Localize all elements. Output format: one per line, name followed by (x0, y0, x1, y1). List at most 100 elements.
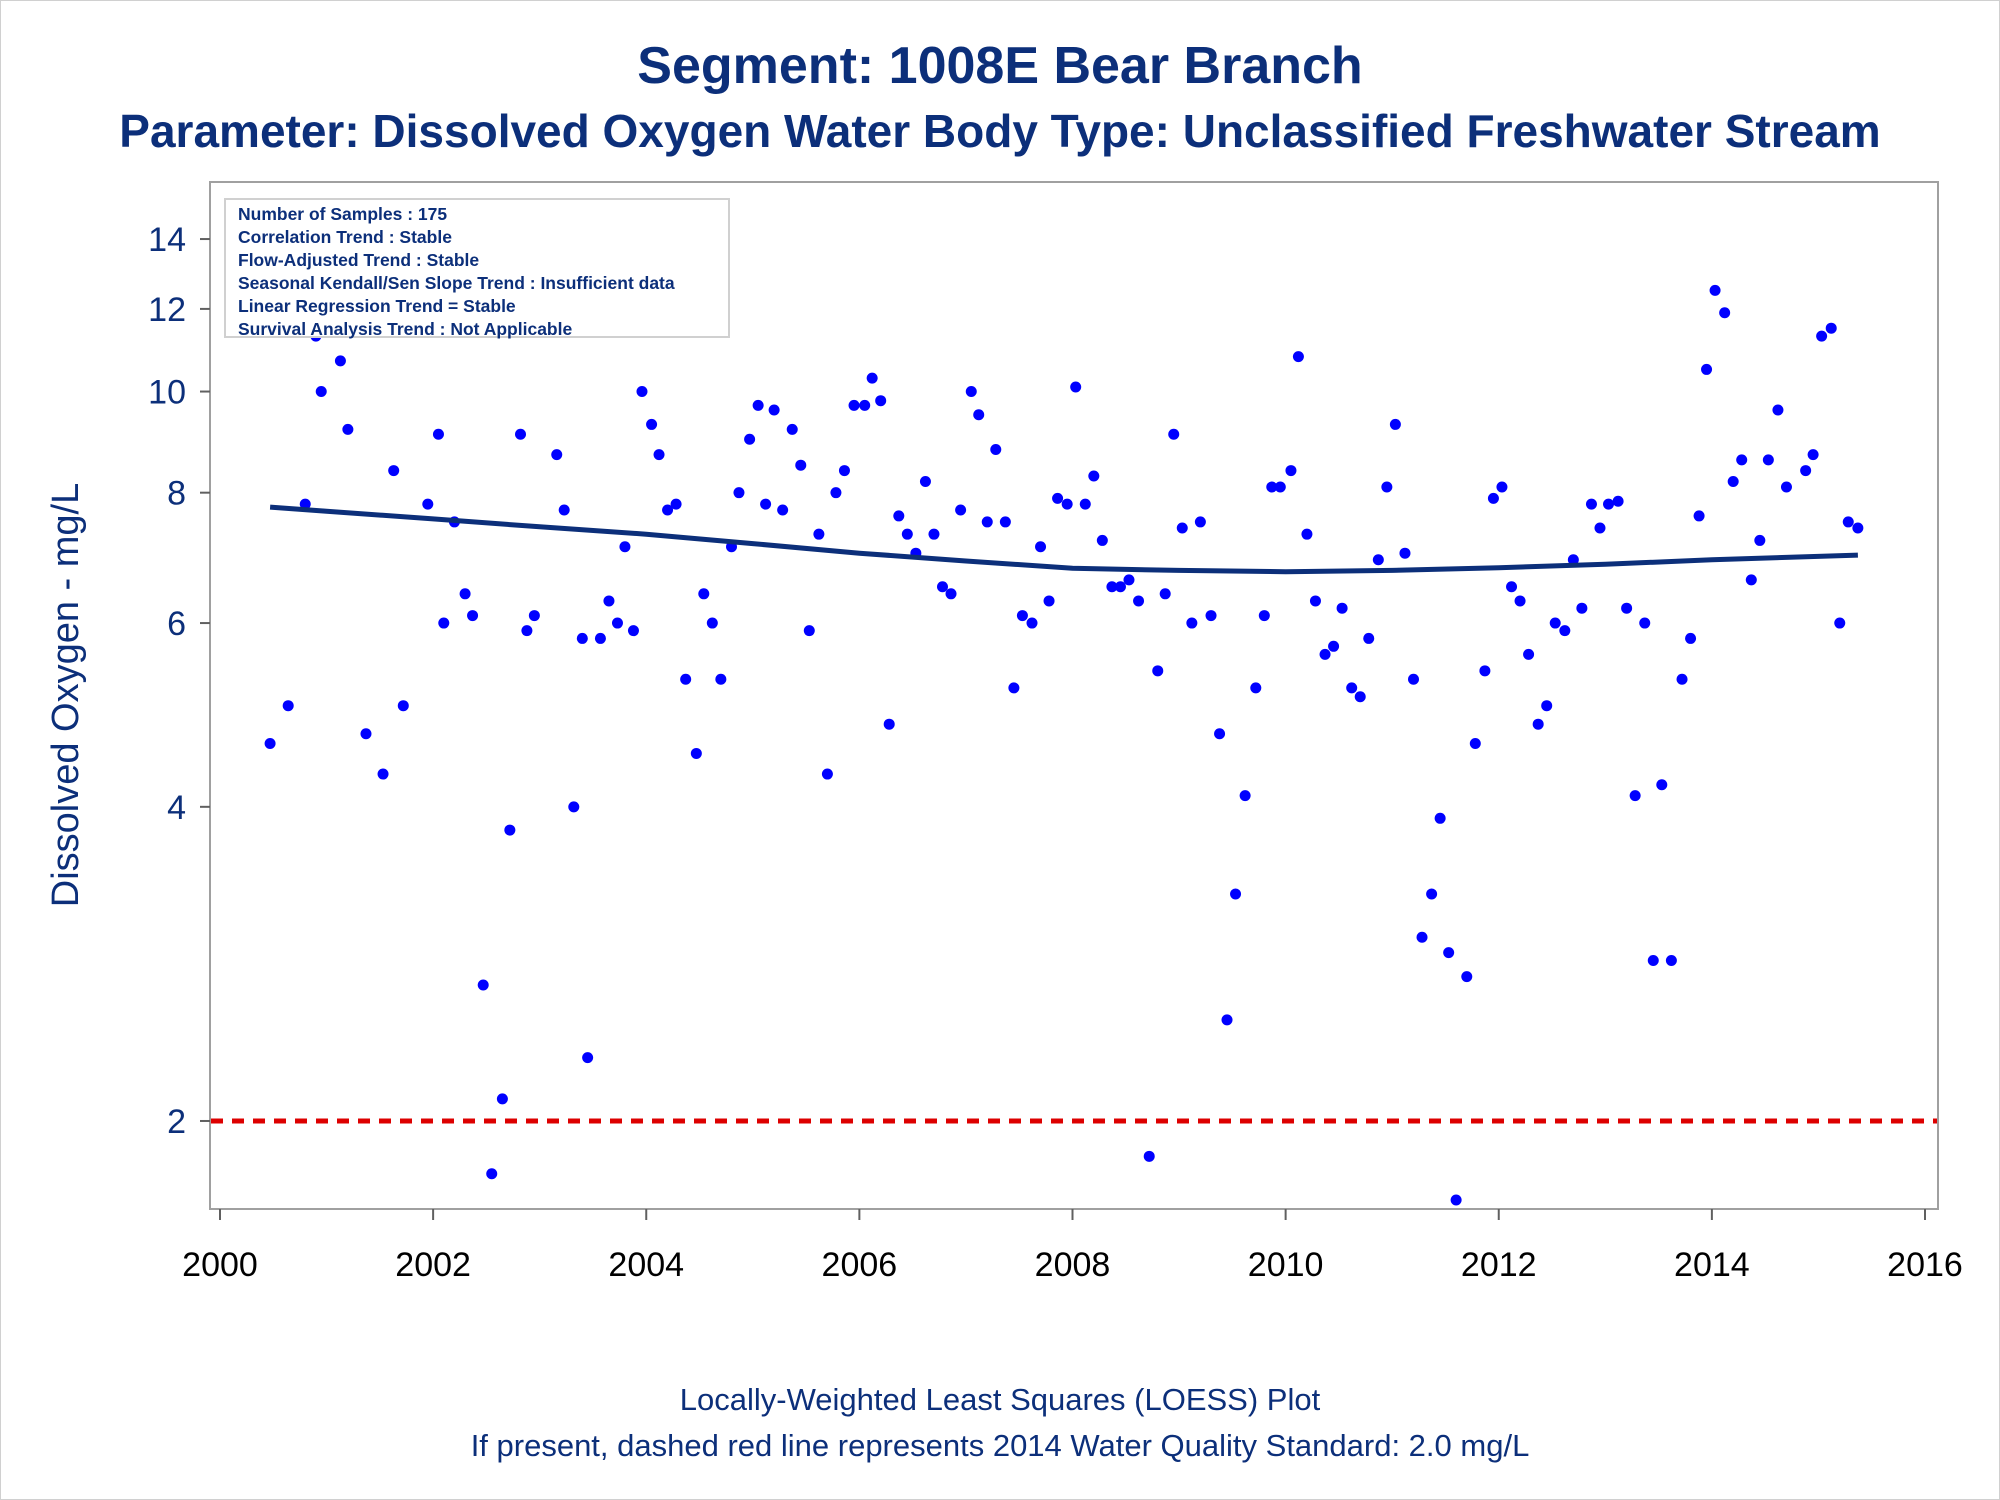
data-point (698, 588, 710, 600)
data-point (1258, 610, 1270, 622)
inset-line-linear-regression: Linear Regression Trend = Stable (238, 296, 516, 316)
data-point (1549, 617, 1561, 629)
data-point (521, 625, 533, 637)
data-point (1389, 418, 1401, 430)
y-tick-label: 2 (167, 1103, 186, 1141)
y-axis-label: Dissolved Oxygen - mg/L (45, 483, 87, 908)
data-point (1230, 888, 1242, 900)
y-tick-label: 14 (148, 221, 186, 259)
trend-summary-inset: Number of Samples : 175 Correlation Tren… (224, 198, 730, 339)
data-point (594, 632, 606, 644)
data-point (422, 498, 434, 510)
x-tick-label: 2002 (395, 1246, 471, 1284)
x-tick-label: 2000 (182, 1246, 258, 1284)
data-point (1434, 812, 1446, 824)
data-point (1532, 718, 1544, 730)
data-point (1693, 510, 1705, 522)
data-point (1780, 481, 1792, 493)
data-point (945, 588, 957, 600)
data-point (1603, 498, 1615, 510)
data-point (1186, 617, 1198, 629)
footnote-standard: If present, dashed red line represents 2… (470, 1428, 1530, 1463)
data-point (360, 728, 372, 740)
data-point (1328, 640, 1340, 652)
data-point (1676, 673, 1688, 685)
data-point (1239, 790, 1251, 802)
data-point (1469, 737, 1481, 749)
data-point (1727, 475, 1739, 487)
data-point (690, 747, 702, 759)
data-point (334, 355, 346, 367)
data-point (299, 498, 311, 510)
data-point (1221, 1014, 1233, 1026)
data-point (1416, 931, 1428, 943)
data-point (1800, 465, 1812, 477)
data-point (744, 433, 756, 445)
data-point (1043, 595, 1055, 607)
data-point (264, 737, 276, 749)
data-point (1736, 454, 1748, 466)
data-point (515, 428, 527, 440)
data-point (1372, 554, 1384, 566)
data-point (1487, 492, 1499, 504)
chart-title: Segment: 1008E Bear Branch (637, 37, 1363, 95)
data-point (1523, 648, 1535, 660)
data-point (883, 718, 895, 730)
data-point (680, 673, 692, 685)
data-point (1354, 691, 1366, 703)
data-point (752, 399, 764, 411)
data-point (955, 504, 967, 516)
data-point (1576, 602, 1588, 614)
data-point (1205, 610, 1217, 622)
data-point (1754, 534, 1766, 546)
data-point (1772, 404, 1784, 416)
data-point (1088, 470, 1100, 482)
x-tick-label: 2010 (1248, 1246, 1324, 1284)
data-point (438, 617, 450, 629)
data-point (973, 409, 985, 421)
data-point (1426, 888, 1438, 900)
data-point (1852, 522, 1864, 534)
x-tick-label: 2014 (1674, 1246, 1750, 1284)
data-point (1443, 947, 1455, 959)
data-point (1461, 971, 1473, 983)
data-point (1070, 381, 1082, 393)
data-point (760, 498, 772, 510)
data-point (1807, 449, 1819, 461)
inset-line-flow-adjusted: Flow-Adjusted Trend : Stable (238, 250, 480, 270)
data-point (1450, 1194, 1462, 1206)
data-point (1168, 428, 1180, 440)
data-point (558, 504, 570, 516)
data-point (1143, 1150, 1155, 1162)
data-point (706, 617, 718, 629)
data-point (1114, 581, 1126, 593)
data-point (1496, 481, 1508, 493)
data-point (1665, 954, 1677, 966)
data-point (848, 399, 860, 411)
inset-line-seasonal-kendall: Seasonal Kendall/Sen Slope Trend : Insuf… (238, 273, 675, 293)
data-point (936, 581, 948, 593)
data-point (715, 673, 727, 685)
data-point (432, 428, 444, 440)
data-point (1506, 581, 1518, 593)
data-point (999, 516, 1011, 528)
data-point (388, 465, 400, 477)
data-point (1336, 602, 1348, 614)
data-point (619, 541, 631, 553)
data-point (733, 487, 745, 499)
x-tick-label: 2012 (1461, 1246, 1537, 1284)
data-point (1346, 682, 1358, 694)
data-point (568, 801, 580, 813)
data-point (1541, 700, 1553, 712)
inset-line-samples: Number of Samples : 175 (238, 204, 448, 224)
data-point (786, 423, 798, 435)
y-tick-label: 6 (167, 605, 186, 643)
data-point (1123, 574, 1135, 586)
data-point (1250, 682, 1262, 694)
data-point (1745, 574, 1757, 586)
data-point (1709, 284, 1721, 296)
data-point (981, 516, 993, 528)
data-point (830, 487, 842, 499)
data-point (1319, 648, 1331, 660)
